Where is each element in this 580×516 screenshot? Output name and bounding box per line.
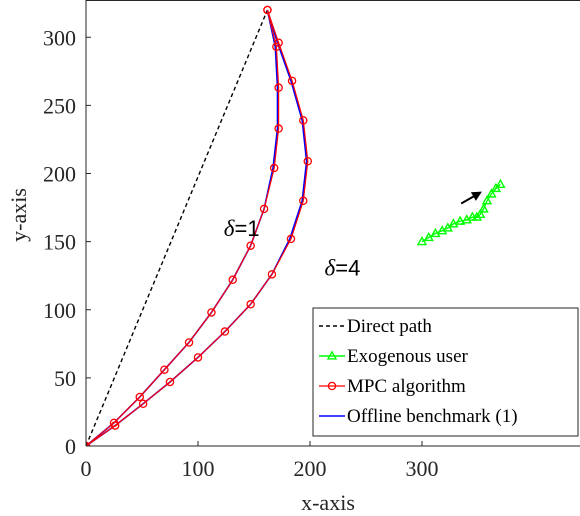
mpc-point-1-5: [184, 338, 194, 347]
y-tick-label-4: 150: [43, 230, 76, 255]
annotation-symbol: δ: [325, 256, 336, 281]
y-tick-label-7: 300: [43, 25, 76, 50]
y-tick-label-5: 200: [43, 162, 76, 187]
legend-item-1: Direct path: [319, 316, 432, 337]
mpc-point-1-12: [274, 83, 283, 92]
mpc-point-1-3: [135, 392, 145, 402]
mpc-point-2-4: [165, 377, 175, 387]
series-offline-benchmark-line-2: [86, 9, 308, 446]
exogenous-point-14: [486, 188, 497, 198]
legend: Direct path Exogenous user MPC algorithm Of…: [312, 307, 579, 437]
exogenous-point-3: [430, 227, 441, 238]
mpc-point-1-7: [228, 275, 237, 285]
annotation-value: =1: [234, 216, 259, 241]
legend-item-4: Offline benchmark (1): [319, 406, 518, 427]
legend-item-2: Exogenous user: [319, 346, 469, 367]
mpc-point-2-13: [287, 76, 297, 86]
mpc-point-1-11: [274, 124, 283, 133]
annotation-symbol: δ: [224, 216, 235, 241]
annotations: δ=1δ=4: [224, 191, 482, 281]
legend-item-3: MPC algorithm: [319, 376, 466, 397]
y-tick-label-6: 250: [43, 93, 76, 118]
x-axis-label: x-axis: [301, 490, 355, 515]
series-mpc-line-1: [86, 9, 280, 446]
mpc-point-1-6: [207, 308, 216, 317]
mpc-point-1-4: [160, 365, 169, 374]
mpc-point-2-9: [286, 234, 296, 244]
exogenous-point-6: [448, 218, 459, 228]
legend-marker-mpc: [327, 381, 337, 391]
series-mpc-line-2: [86, 9, 309, 446]
exogenous-point-11: [475, 208, 486, 219]
y-axis-label: y-axis: [6, 188, 31, 242]
x-tick-label-4: 300: [406, 456, 439, 481]
mpc-point-2-14: [274, 38, 283, 47]
x-tick-label-3: 200: [294, 456, 327, 481]
y-tick-label-2: 50: [54, 366, 76, 391]
legend-label-4: Offline benchmark (1): [347, 406, 518, 427]
exogenous-point-12: [478, 203, 489, 213]
mpc-point-1-10: [269, 163, 279, 173]
mpc-point-2-3: [138, 399, 148, 409]
mpc-point-2-2: [110, 421, 120, 430]
series-direct-path-line: [86, 9, 269, 446]
annotation-value: =4: [335, 256, 360, 281]
x-tick-label-1: 0: [81, 456, 92, 481]
y-tick-label-3: 100: [43, 298, 76, 323]
annotation-delta-2: δ=4: [325, 256, 361, 281]
mpc-point-2-6: [220, 327, 230, 336]
legend-label-3: MPC algorithm: [347, 376, 466, 397]
mpc-point-2-8: [267, 270, 277, 279]
mpc-point-1-8: [246, 241, 255, 250]
mpc-point-2-11: [303, 156, 313, 166]
mpc-point-2-15: [263, 5, 272, 15]
y-tick-label-1: 0: [65, 434, 76, 459]
axes: 0 100 200 300 0 50 100 150 200 250 300 x-axis y-axis: [6, 0, 580, 515]
mpc-point-2-12: [299, 116, 308, 125]
exogenous-point-16: [495, 178, 506, 189]
legend-marker-exogenous-user: [326, 350, 338, 360]
exogenous-point-7: [454, 215, 466, 225]
annotation-delta-1: δ=1: [224, 216, 260, 241]
legend-box: [312, 307, 579, 437]
legend-label-2: Exogenous user: [347, 346, 469, 367]
mpc-point-2-5: [193, 353, 203, 362]
mpc-point-2-10: [299, 196, 308, 205]
x-tick-label-2: 100: [182, 456, 215, 481]
exogenous-point-10: [471, 211, 483, 221]
direction-arrow: [460, 191, 482, 205]
exogenous-point-13: [481, 195, 493, 205]
mpc-point-2-7: [246, 300, 255, 309]
legend-label-1: Direct path: [347, 316, 432, 337]
mpc-point-1-9: [259, 204, 269, 214]
